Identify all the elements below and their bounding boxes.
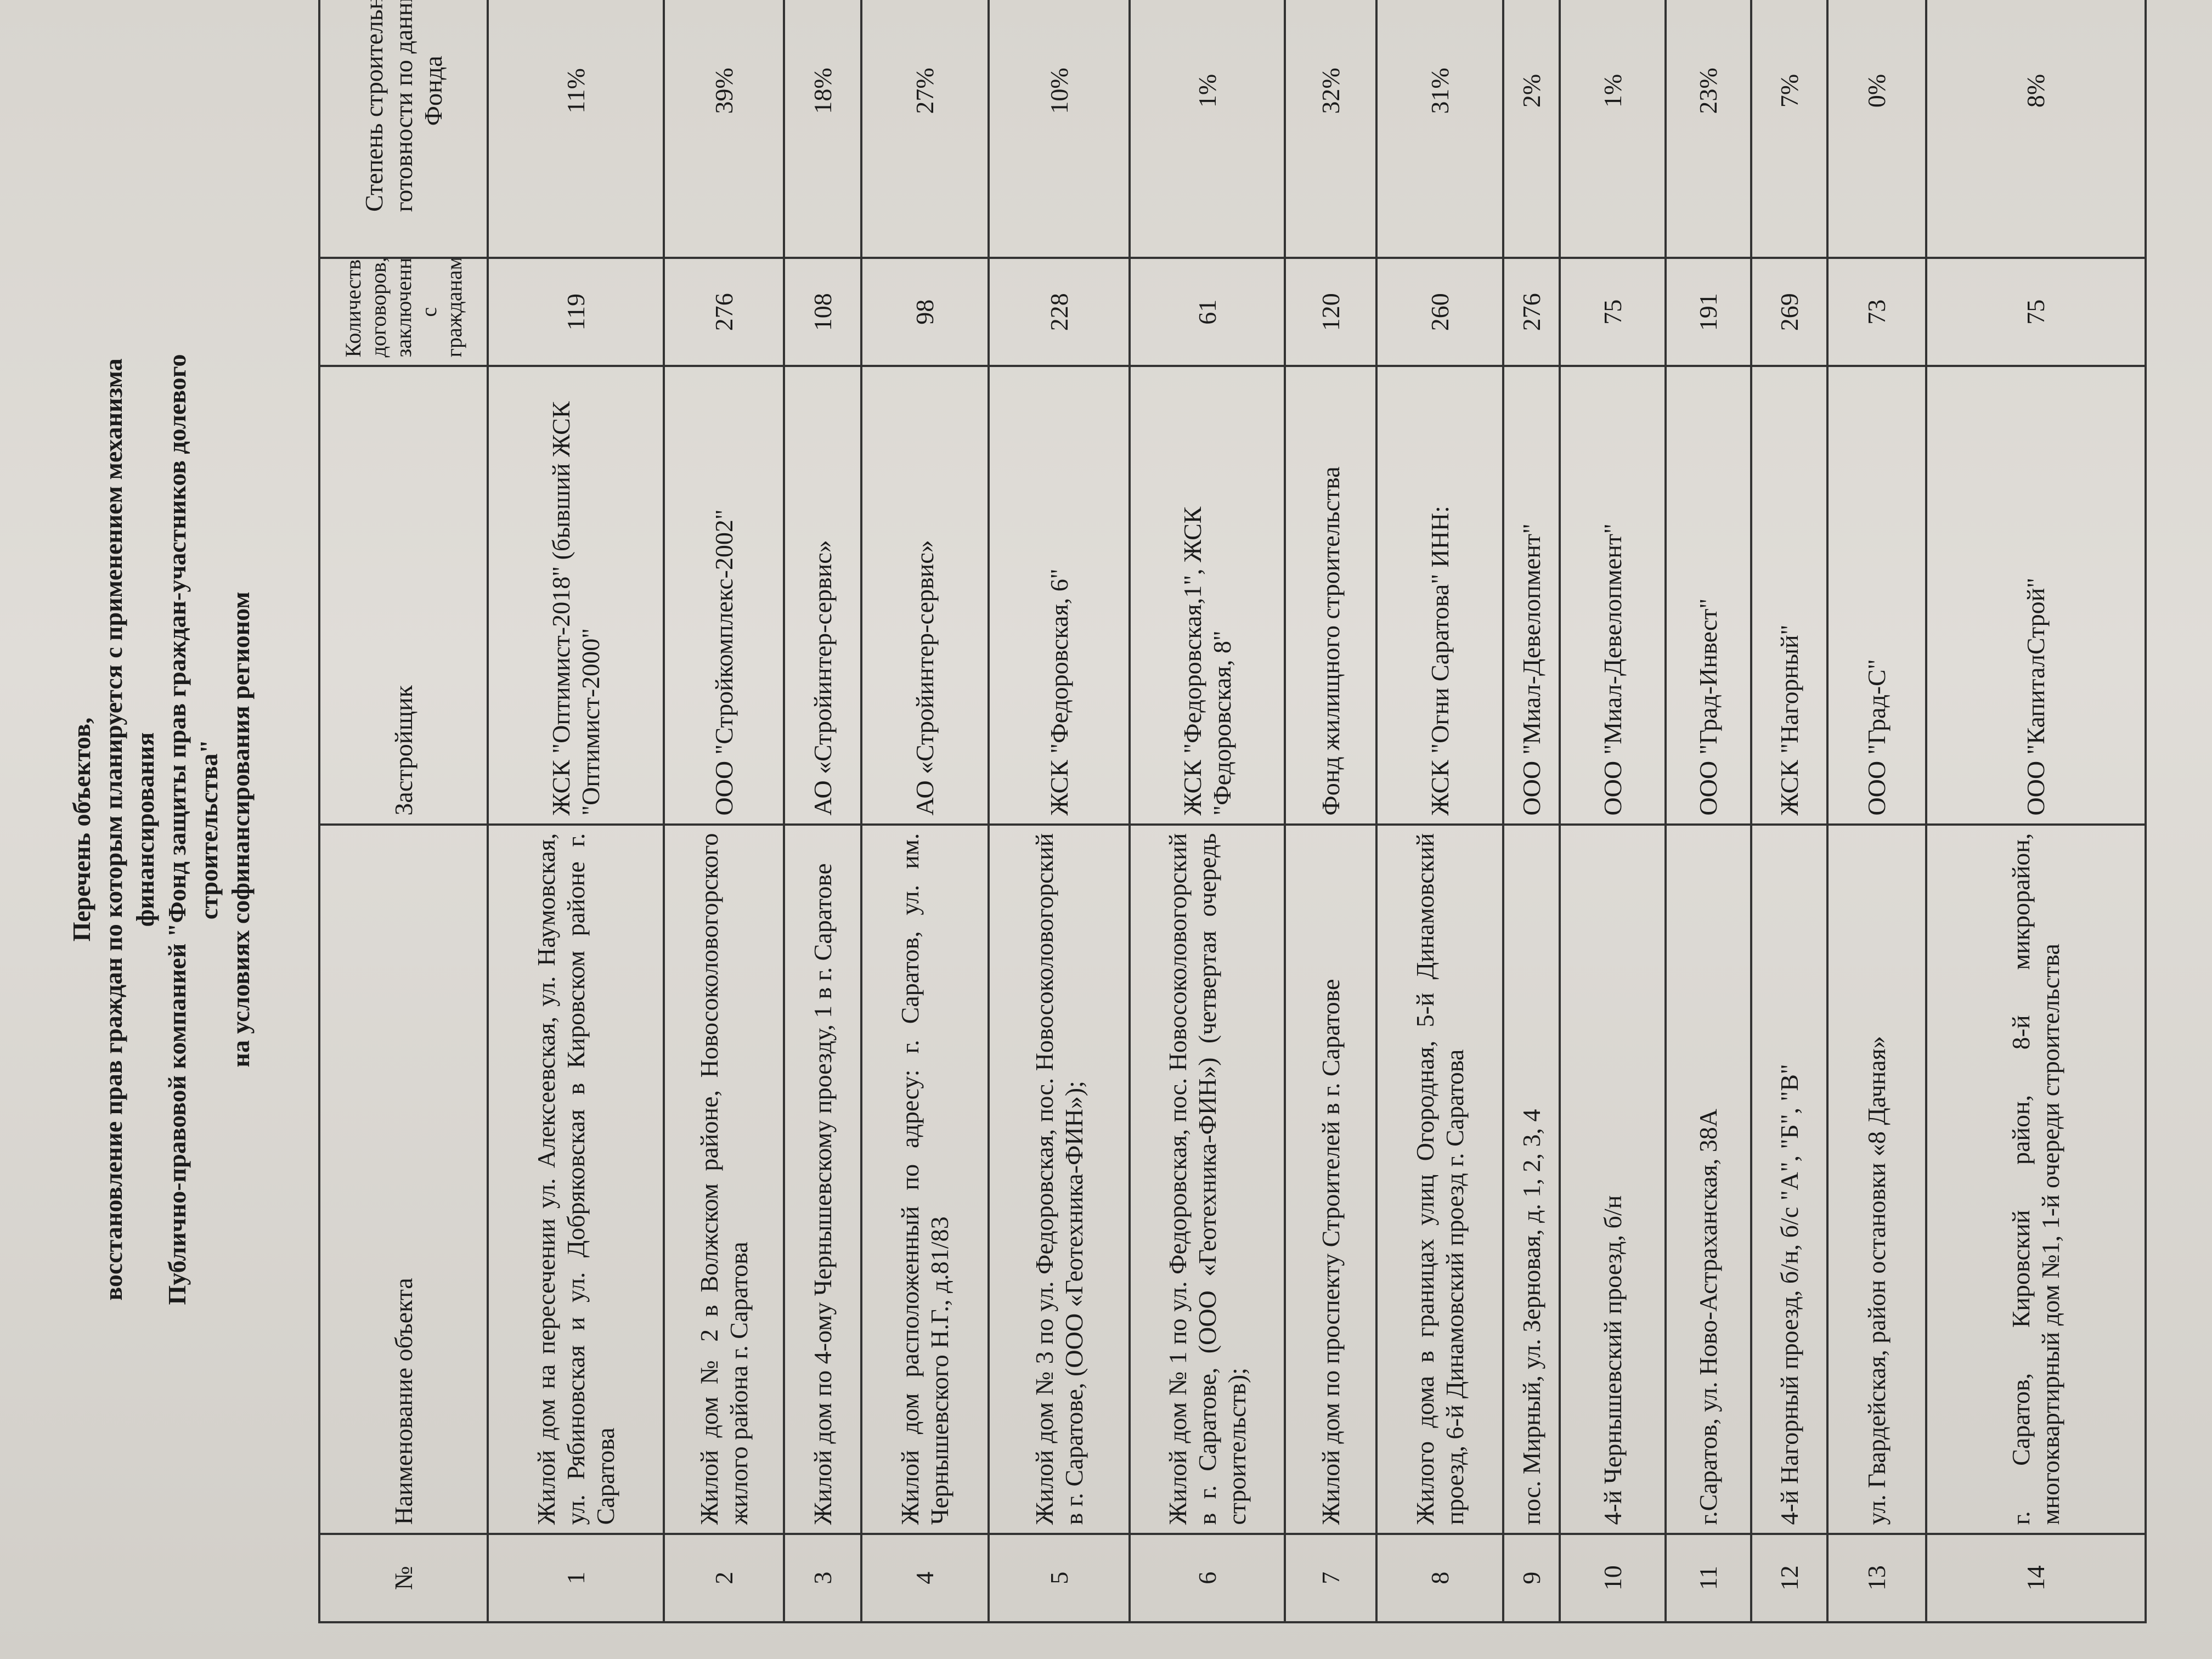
row-number: 9 [1503,1533,1560,1622]
readiness-percent: 18% [784,0,861,258]
readiness-percent: 1% [1130,0,1285,258]
contracts-count: 73 [1827,257,1926,366]
object-name: Жилой дом № 2 в Волжском районе, Новосок… [664,824,784,1534]
table-row: 14 г. Саратов, Кировский район, 8-й микро… [1926,0,2146,1622]
table-row: 7 Жилой дом по проспекту Строителей в г. … [1285,0,1376,1622]
developer: ЖСК "Оптимист-2018" (бывший ЖСК "Оптимис… [488,366,664,825]
developer: ООО "Град-С" [1827,366,1926,825]
document-title: Перечень объектов, восстановление прав г… [66,0,257,1659]
object-name: 4-й Чернышевский проезд, б/н [1560,824,1666,1534]
contracts-count: 120 [1285,257,1376,366]
object-name: г.Саратов, ул. Ново-Астраханская, 38А [1666,824,1751,1534]
readiness-percent: 10% [989,0,1130,258]
table-row: 3 Жилой дом по 4-ому Чернышевскому проезд… [784,0,861,1622]
title-line: строительства" [195,739,223,920]
developer: ЖСК "Федоровская, 6" [989,366,1130,825]
table-row: 9 пос. Мирный, ул. Зерновая, д. 1, 2, 3, … [1503,0,1560,1622]
table-row: 10 4-й Чернышевский проезд, б/н ООО "Миал-… [1560,0,1666,1622]
object-name: пос. Мирный, ул. Зерновая, д. 1, 2, 3, 4 [1503,824,1560,1534]
readiness-percent: 27% [861,0,989,258]
row-number: 8 [1376,1533,1503,1622]
readiness-percent: 2% [1503,0,1560,258]
row-number: 6 [1130,1533,1285,1622]
developer: АО «Стройинтер-сервис» [861,366,989,825]
contracts-count: 260 [1376,257,1503,366]
contracts-count: 276 [1503,257,1560,366]
header-developer: Застройщик [319,366,488,825]
table-row: 11 г.Саратов, ул. Ново-Астраханская, 38А О… [1666,0,1751,1622]
contracts-count: 191 [1666,257,1751,366]
title-line: восстановление прав граждан по которым п… [99,358,127,1301]
object-name: ул. Гвардейская, район остановки «8 Дачн… [1827,824,1926,1534]
table-row: 8 Жилого дома в границах улиц Огородная, … [1376,0,1503,1622]
header-object-name: Наименование объекта [319,824,488,1534]
readiness-percent: 7% [1751,0,1827,258]
row-number: 7 [1285,1533,1376,1622]
title-line: Публично-правовой компанией "Фонд защиты… [163,354,191,1305]
row-number: 13 [1827,1533,1926,1622]
title-line: Перечень объектов, [67,717,95,942]
object-name: Жилой дом по проспекту Строителей в г. С… [1285,824,1376,1534]
table-row: 4 Жилой дом расположенный по адресу: г. С… [861,0,989,1622]
row-number: 5 [989,1533,1130,1622]
developer: Фонд жилищного строительства [1285,366,1376,825]
header-contracts: Количество договоров, заключенных с граж… [319,257,488,366]
developer: ООО "Миал-Девелопмент" [1560,366,1666,825]
contracts-count: 61 [1130,257,1285,366]
readiness-percent: 11% [488,0,664,258]
object-name: Жилого дома в границах улиц Огородная, 5… [1376,824,1503,1534]
developer: АО «Стройинтер-сервис» [784,366,861,825]
contracts-count: 269 [1751,257,1827,366]
readiness-percent: 31% [1376,0,1503,258]
title-line: финансирования [131,732,159,927]
developer: ЖСК "Федоровская,1", ЖСК "Федоровская, 8… [1130,366,1285,825]
readiness-percent: 1% [1560,0,1666,258]
developer: ЖСК "Нагорный" [1751,366,1827,825]
table-row: 6 Жилой дом № 1 по ул. Федоровская, пос. … [1130,0,1285,1622]
readiness-percent: 39% [664,0,784,258]
objects-table: № Наименование объекта Застройщик Количе… [318,0,2147,1623]
object-name: г. Саратов, Кировский район, 8-й микрора… [1926,824,2146,1534]
row-number: 14 [1926,1533,2146,1622]
contracts-count: 228 [989,257,1130,366]
developer: ООО "Стройкомплекс-2002" [664,366,784,825]
table-row: 13 ул. Гвардейская, район остановки «8 Да… [1827,0,1926,1622]
row-number: 10 [1560,1533,1666,1622]
row-number: 3 [784,1533,861,1622]
table-row: 12 4-й Нагорный проезд, б/н, б/с "А", "Б"… [1751,0,1827,1622]
row-number: 1 [488,1533,664,1622]
contracts-count: 75 [1926,257,2146,366]
row-number: 4 [861,1533,989,1622]
object-name: 4-й Нагорный проезд, б/н, б/с "А", "Б", … [1751,824,1827,1534]
row-number: 11 [1666,1533,1751,1622]
readiness-percent: 8% [1926,0,2146,258]
developer: ООО "Миал-Девелопмент" [1503,366,1560,825]
readiness-percent: 32% [1285,0,1376,258]
object-name: Жилой дом № 1 по ул. Федоровская, пос. Н… [1130,824,1285,1534]
row-number: 12 [1751,1533,1827,1622]
readiness-percent: 23% [1666,0,1751,258]
developer: ЖСК "Огни Саратова" ИНН: [1376,366,1503,825]
title-line: на условиях софинансирования регионом [227,591,255,1068]
contracts-count: 276 [664,257,784,366]
header-number: № [319,1533,488,1622]
contracts-count: 75 [1560,257,1666,366]
contracts-count: 98 [861,257,989,366]
object-name: Жилой дом № 3 по ул. Федоровская, пос. Н… [989,824,1130,1534]
object-name: Жилой дом на пересечении ул. Алексеевска… [488,824,664,1534]
row-number: 2 [664,1533,784,1622]
object-name: Жилой дом по 4-ому Чернышевскому проезду… [784,824,861,1534]
developer: ООО "КапиталСтрой" [1926,366,2146,825]
object-name: Жилой дом расположенный по адресу: г. Са… [861,824,989,1534]
contracts-count: 119 [488,257,664,366]
table-row: 5 Жилой дом № 3 по ул. Федоровская, пос. … [989,0,1130,1622]
table-row: 1 Жилой дом на пересечении ул. Алексеевск… [488,0,664,1622]
readiness-percent: 0% [1827,0,1926,258]
header-readiness: Степень строительной готовности по данны… [319,0,488,258]
contracts-count: 108 [784,257,861,366]
developer: ООО "Град-Инвест" [1666,366,1751,825]
table-row: 2 Жилой дом № 2 в Волжском районе, Новосо… [664,0,784,1622]
